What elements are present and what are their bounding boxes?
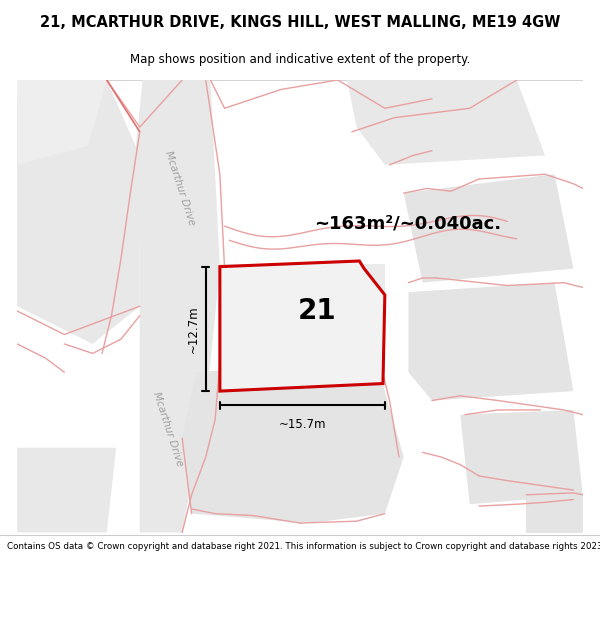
Polygon shape [409,282,574,401]
Polygon shape [17,80,107,165]
Polygon shape [17,80,140,344]
Polygon shape [135,80,220,532]
Polygon shape [220,261,385,391]
Polygon shape [17,448,116,532]
Polygon shape [404,174,574,282]
Polygon shape [347,80,545,165]
Text: Contains OS data © Crown copyright and database right 2021. This information is : Contains OS data © Crown copyright and d… [7,542,600,551]
Text: Mcarthur Drive: Mcarthur Drive [151,390,185,468]
Polygon shape [220,264,385,372]
Text: 21, MCARTHUR DRIVE, KINGS HILL, WEST MALLING, ME19 4GW: 21, MCARTHUR DRIVE, KINGS HILL, WEST MAL… [40,15,560,30]
Text: ~163m²/~0.040ac.: ~163m²/~0.040ac. [314,214,501,232]
Polygon shape [460,410,583,504]
Polygon shape [182,358,404,523]
Text: ~12.7m: ~12.7m [187,305,200,352]
Text: Mcarthur Drive: Mcarthur Drive [163,150,197,227]
Text: ~15.7m: ~15.7m [278,418,326,431]
Text: Map shows position and indicative extent of the property.: Map shows position and indicative extent… [130,54,470,66]
Text: 21: 21 [298,297,337,325]
Polygon shape [526,495,583,532]
